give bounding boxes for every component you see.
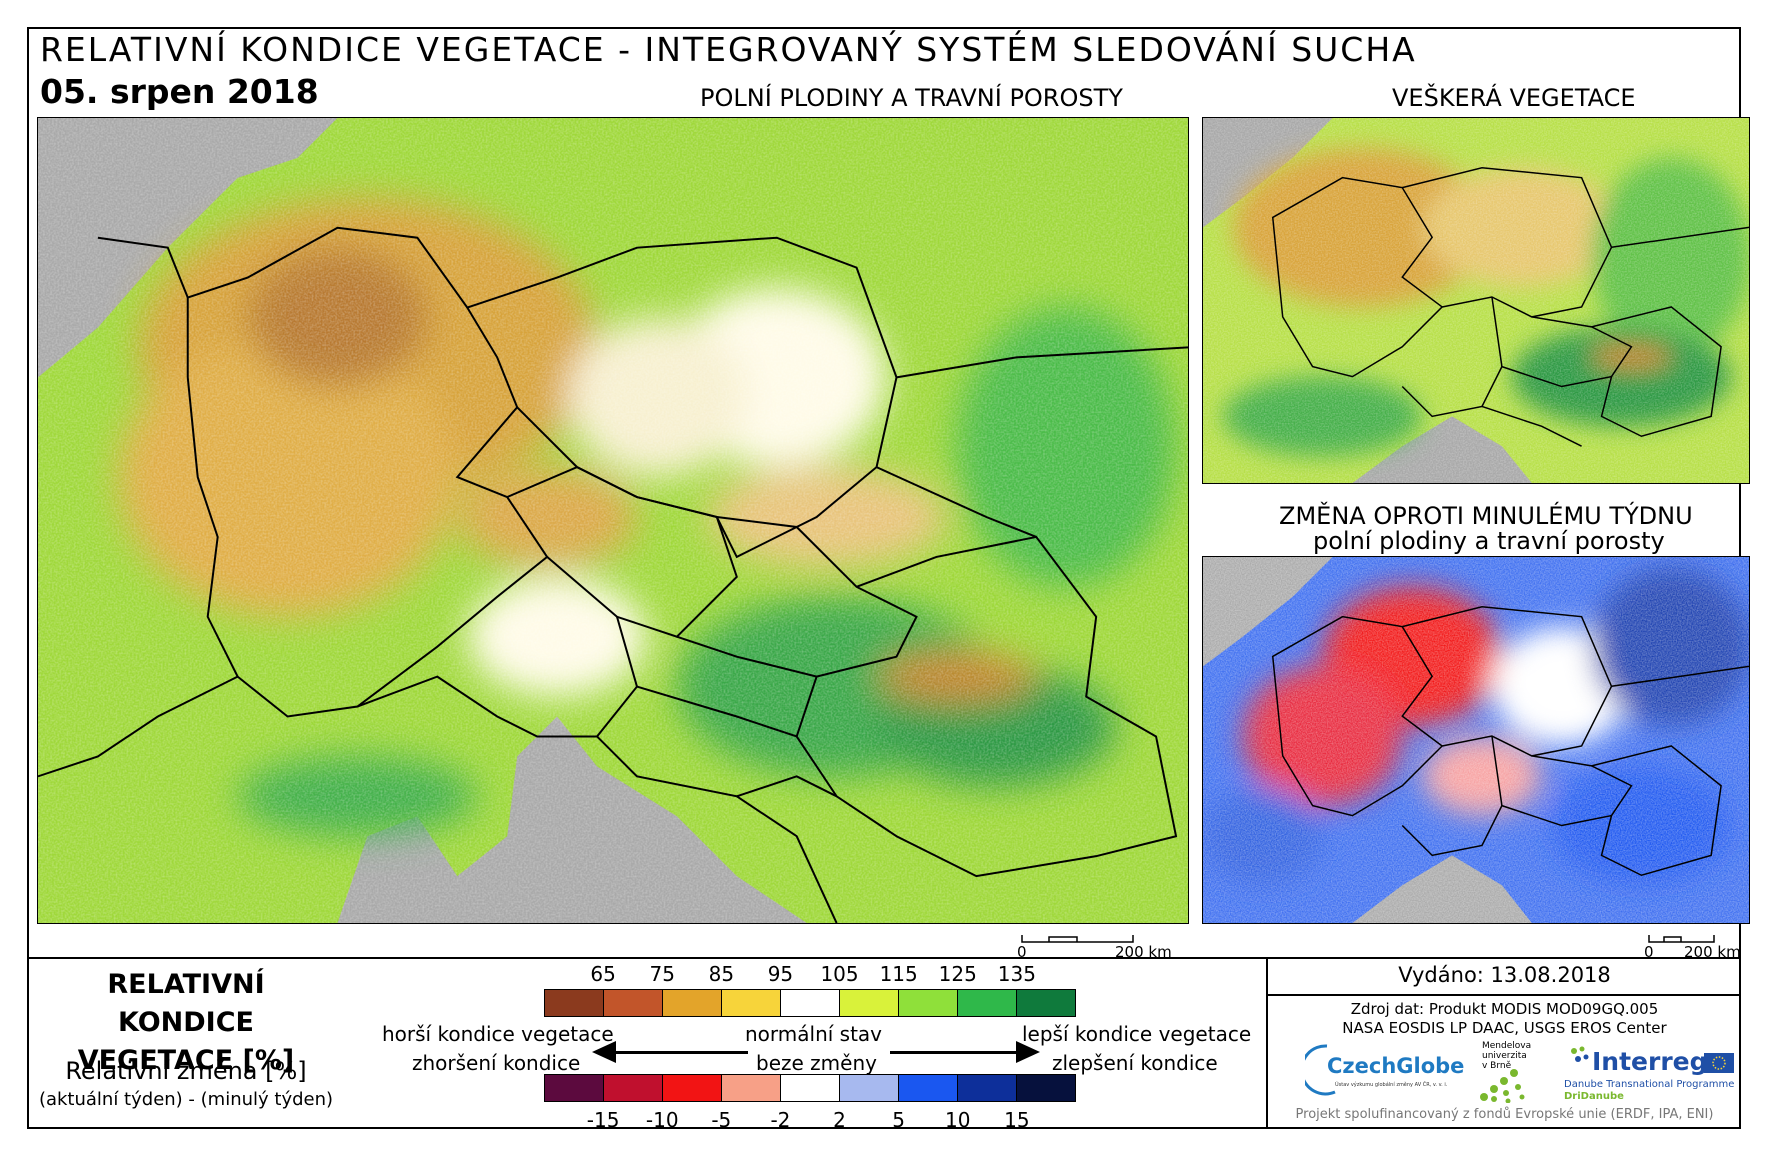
change-scale-zero: 0 <box>1644 943 1654 961</box>
condition-tick-label: 105 <box>820 962 859 986</box>
condition-color-ramp <box>544 989 1076 1017</box>
condition-swatch-0 <box>545 990 604 1016</box>
legend-title-line1: RELATIVNÍ KONDICE <box>107 969 265 1038</box>
eu-flag-icon <box>1704 1053 1734 1073</box>
main-map-title: POLNÍ PLODINY A TRAVNÍ POROSTY <box>700 84 1123 112</box>
change-swatch-1 <box>604 1075 663 1101</box>
mendel-university-logo: Mendelova univerzita v Brně <box>1478 1041 1558 1103</box>
issued-divider <box>1266 994 1741 996</box>
change-legend-title: Relativní změna [%] <box>65 1057 307 1085</box>
interreg-logo: Interreg Danube Transnational Programme … <box>1564 1046 1735 1102</box>
legend-title-line2: VEGETACE [%] <box>77 1045 295 1076</box>
condition-tick-label: 75 <box>649 962 675 986</box>
change-tick-label: 5 <box>892 1108 906 1132</box>
czechglobe-logo: CzechGlobe Ústav výzkumu globální změny … <box>1305 1040 1465 1096</box>
condition-swatch-3 <box>722 990 781 1016</box>
no-change-label: beze změny <box>756 1051 877 1075</box>
condition-tick-label: 125 <box>938 962 977 986</box>
change-swatch-2 <box>663 1075 722 1101</box>
data-source-line2: NASA EOSDIS LP DAAC, USGS EROS Center <box>1342 1019 1667 1037</box>
change-swatch-5 <box>840 1075 899 1101</box>
change-scale-bar: 0 200 km <box>1644 933 1741 963</box>
change-swatch-7 <box>958 1075 1017 1101</box>
condition-swatch-1 <box>604 990 663 1016</box>
report-date: 05. srpen 2018 <box>40 72 319 111</box>
worsening-label: zhoršení kondice <box>412 1051 581 1075</box>
condition-swatch-4 <box>781 990 840 1016</box>
change-swatch-6 <box>899 1075 958 1101</box>
change-swatch-8 <box>1017 1075 1075 1101</box>
change-swatch-3 <box>722 1075 781 1101</box>
info-divider <box>1266 959 1268 1129</box>
condition-swatch-2 <box>663 990 722 1016</box>
change-legend-formula: (aktuální týden) - (minulý týden) <box>38 1089 334 1110</box>
change-scale-label: 200 km <box>1684 943 1741 961</box>
change-color-ramp <box>544 1074 1076 1102</box>
condition-swatch-5 <box>840 990 899 1016</box>
all-vegetation-title: VEŠKERÁ VEGETACE <box>1392 84 1636 112</box>
weekly-change-map <box>1202 556 1750 924</box>
issued-date: Vydáno: 13.08.2018 <box>1398 963 1611 987</box>
funding-footer: Projekt spolufinancovaný z fondů Evropsk… <box>1295 1107 1714 1122</box>
main-scale-bar: 0 200 km <box>1017 933 1172 963</box>
data-source-line1: Zdroj dat: Produkt MODIS MOD09GQ.005 <box>1350 1000 1659 1018</box>
condition-tick-label: 115 <box>879 962 918 986</box>
all-vegetation-map <box>1202 117 1750 484</box>
condition-swatch-7 <box>958 990 1017 1016</box>
change-tick-label: -15 <box>586 1108 620 1132</box>
legend-divider <box>27 957 1741 959</box>
condition-tick-label: 95 <box>767 962 794 986</box>
change-map-title: ZMĚNA OPROTI MINULÉMU TÝDNU <box>1279 502 1693 530</box>
condition-tick-label: 85 <box>708 962 735 986</box>
condition-swatch-8 <box>1017 990 1075 1016</box>
main-scale-label: 200 km <box>1115 943 1172 961</box>
condition-tick-label: 135 <box>997 962 1036 986</box>
normal-state-label: normální stav <box>745 1022 883 1046</box>
change-tick-label: -5 <box>711 1108 732 1132</box>
condition-tick-label: 65 <box>590 962 616 986</box>
page-title: RELATIVNÍ KONDICE VEGETACE - INTEGROVANÝ… <box>40 30 1417 69</box>
condition-swatch-6 <box>899 990 958 1016</box>
main-scale-zero: 0 <box>1017 943 1027 961</box>
change-tick-label: -10 <box>645 1108 679 1132</box>
worse-condition-label: horší kondice vegetace <box>382 1022 614 1046</box>
change-tick-label: 2 <box>833 1108 846 1132</box>
main-condition-map <box>37 117 1189 924</box>
change-tick-label: -2 <box>770 1108 791 1132</box>
change-swatch-4 <box>781 1075 840 1101</box>
change-tick-label: 15 <box>1004 1108 1030 1132</box>
change-tick-label: 10 <box>945 1108 971 1132</box>
improvement-label: zlepšení kondice <box>1052 1051 1218 1075</box>
change-map-subtitle: polní plodiny a travní porosty <box>1313 527 1665 555</box>
change-swatch-0 <box>545 1075 604 1101</box>
better-condition-label: lepší kondice vegetace <box>1022 1022 1252 1046</box>
